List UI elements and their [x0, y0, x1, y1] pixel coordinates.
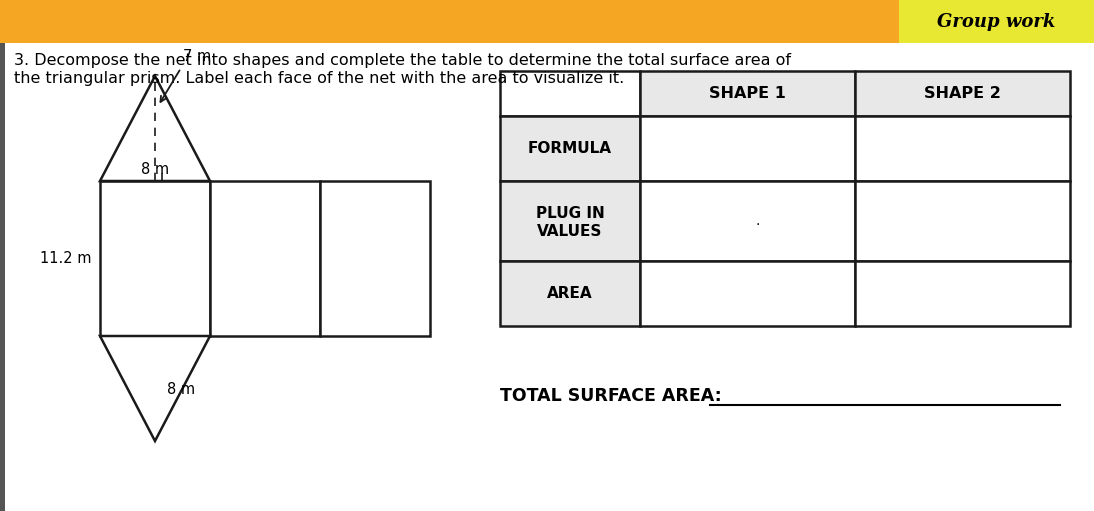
Bar [856, 116, 1070, 181]
Polygon shape [100, 76, 210, 181]
Text: Group work: Group work [938, 12, 1056, 31]
Text: 11.2 m: 11.2 m [40, 251, 92, 266]
Text: FORMULA: FORMULA [528, 141, 612, 156]
Bar [500, 116, 640, 181]
Bar [899, 0, 1094, 43]
Text: 7 m: 7 m [183, 49, 211, 64]
Bar [640, 261, 856, 326]
Polygon shape [100, 336, 210, 441]
Text: 3. Decompose the net into shapes and complete the table to determine the total s: 3. Decompose the net into shapes and com… [14, 53, 791, 68]
Bar [321, 181, 430, 336]
Bar [0, 43, 5, 511]
Bar [0, 0, 1094, 43]
Text: 8 m: 8 m [167, 382, 195, 397]
Bar [500, 71, 640, 116]
Text: SHAPE 1: SHAPE 1 [709, 86, 785, 101]
Bar [856, 71, 1070, 116]
Bar [500, 181, 640, 261]
Bar [856, 261, 1070, 326]
Text: 8 m: 8 m [141, 162, 170, 177]
Bar [640, 116, 856, 181]
Bar [210, 181, 321, 336]
Text: the triangular prism. Label each face of the net with the area to visualize it.: the triangular prism. Label each face of… [14, 71, 625, 86]
Text: PLUG IN: PLUG IN [536, 205, 604, 221]
Bar [856, 181, 1070, 261]
Text: .: . [755, 214, 759, 228]
Text: VALUES: VALUES [537, 223, 603, 239]
Bar [640, 181, 856, 261]
Text: SHAPE 2: SHAPE 2 [924, 86, 1001, 101]
Text: TOTAL SURFACE AREA:: TOTAL SURFACE AREA: [500, 387, 722, 405]
Bar [500, 261, 640, 326]
Bar [640, 71, 856, 116]
Text: AREA: AREA [547, 286, 593, 301]
Bar [100, 181, 210, 336]
